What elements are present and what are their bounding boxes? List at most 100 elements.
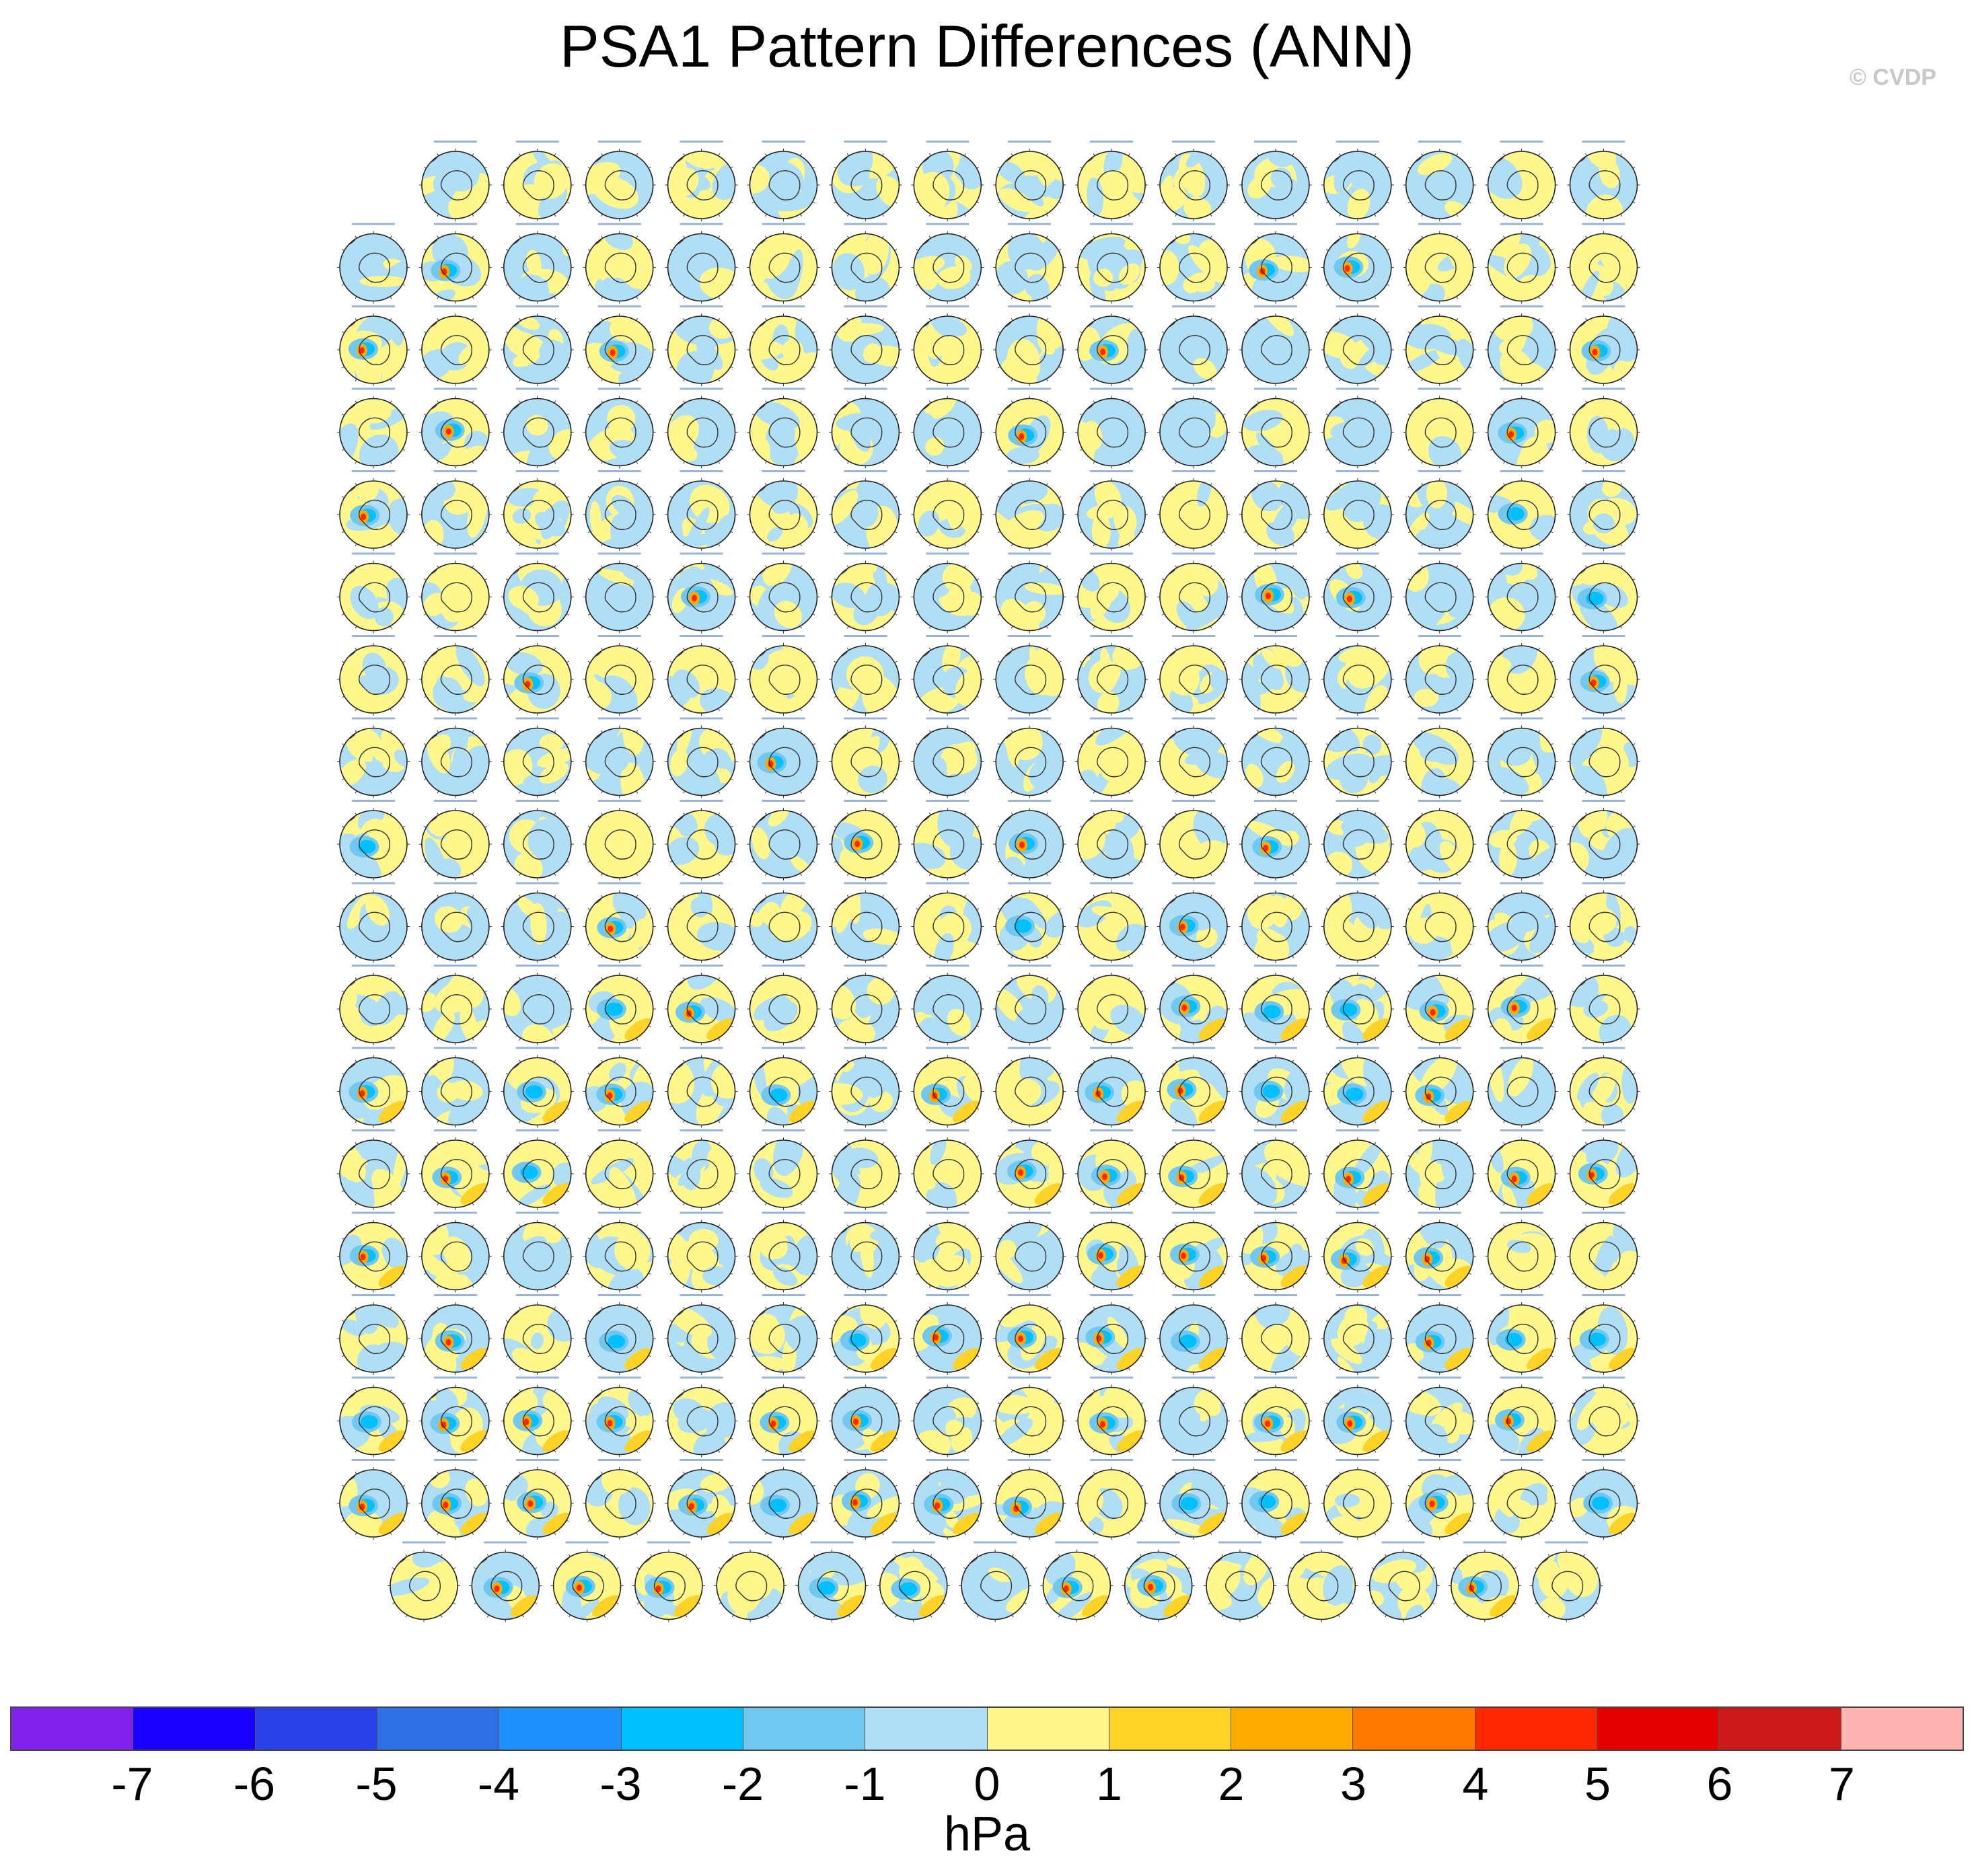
colorbar-tick-labels: -7 -6 -5 -4 -3 -2 -1 0 1 2 3 4 5 6 7 xyxy=(0,1757,1974,1811)
polar-map-panel xyxy=(1485,387,1558,469)
colorbar-tick-label: -7 xyxy=(111,1758,153,1810)
polar-map-panel xyxy=(501,1294,574,1375)
polar-map-panel xyxy=(337,1294,410,1375)
polar-map-panel xyxy=(1567,1376,1640,1458)
polar-map-panel xyxy=(829,552,902,634)
polar-map-panel xyxy=(665,1129,738,1210)
polar-map-panel xyxy=(418,882,492,963)
colorbar-box xyxy=(621,1708,743,1750)
polar-map-panel xyxy=(1485,552,1558,634)
polar-map-panel xyxy=(1567,552,1640,634)
polar-map-panel xyxy=(1075,1129,1148,1210)
polar-map-panel xyxy=(665,305,738,386)
polar-map-panel xyxy=(418,800,492,880)
colorbar-tick-label: -2 xyxy=(721,1758,764,1810)
polar-map-panel xyxy=(911,717,984,798)
colorbar-box xyxy=(1841,1708,1963,1750)
polar-map-panel xyxy=(583,1211,656,1293)
polar-map-panel xyxy=(665,1211,738,1293)
colorbar-box xyxy=(11,1708,134,1750)
polar-map-panel xyxy=(747,1211,820,1293)
polar-map-panel xyxy=(583,1459,656,1540)
polar-map-panel xyxy=(665,1459,738,1540)
polar-map-panel xyxy=(1075,1294,1148,1375)
polar-map-panel xyxy=(1366,1541,1440,1622)
polar-map-panel xyxy=(418,965,492,1045)
polar-map-panel xyxy=(1321,223,1394,304)
polar-map-panel xyxy=(1567,882,1640,963)
polar-map-panel xyxy=(418,1211,492,1293)
polar-map-panel xyxy=(583,1129,656,1210)
polar-map-panel xyxy=(1157,305,1230,386)
polar-map-panel xyxy=(583,305,656,386)
polar-map-panel xyxy=(550,1541,624,1622)
polar-map-panel xyxy=(1567,141,1640,221)
polar-map-panel xyxy=(1285,1541,1358,1622)
polar-map-panel xyxy=(1448,1541,1521,1622)
polar-map-panel xyxy=(1157,882,1230,963)
polar-map-panel xyxy=(1157,635,1230,716)
polar-map-panel xyxy=(911,552,984,634)
polar-map-panel xyxy=(1567,387,1640,469)
polar-map-panel xyxy=(665,1047,738,1128)
polar-map-panel xyxy=(1485,1376,1558,1458)
polar-map-panel xyxy=(993,800,1066,880)
polar-map-panel xyxy=(911,1376,984,1458)
polar-map-panel xyxy=(1485,223,1558,304)
polar-map-panel xyxy=(583,141,656,221)
polar-map-panel xyxy=(1075,223,1148,304)
polar-map-panel xyxy=(501,141,574,221)
polar-map-panel xyxy=(1403,635,1476,716)
polar-map-panel xyxy=(1321,1376,1394,1458)
polar-map-panel xyxy=(583,882,656,963)
colorbar-units: hPa xyxy=(943,1807,1031,1861)
polar-map-panel xyxy=(747,1459,820,1540)
polar-map-panel xyxy=(1075,387,1148,469)
polar-map-panel xyxy=(1567,1294,1640,1375)
polar-map-panel xyxy=(1567,1129,1640,1210)
polar-map-panel xyxy=(418,1047,492,1128)
polar-map-panel xyxy=(1485,1459,1558,1540)
polar-map-panel xyxy=(501,1047,574,1128)
polar-map-panel xyxy=(418,305,492,386)
polar-map-panel xyxy=(1403,717,1476,798)
polar-map-panel xyxy=(1485,800,1558,880)
polar-map-panel xyxy=(993,387,1066,469)
polar-map-panel xyxy=(1239,141,1312,221)
polar-map-panel xyxy=(747,141,820,221)
polar-map-panel xyxy=(665,223,738,304)
polar-map-panel xyxy=(1321,305,1394,386)
polar-map-panel xyxy=(1157,1211,1230,1293)
colorbar-box xyxy=(865,1708,988,1750)
polar-map-panel xyxy=(337,552,410,634)
polar-map-panel xyxy=(1075,470,1148,551)
polar-map-panel xyxy=(1075,1459,1148,1540)
chart-title: PSA1 Pattern Differences (ANN) xyxy=(560,13,1414,79)
polar-map-panel xyxy=(993,470,1066,551)
polar-map-panel xyxy=(1239,1376,1312,1458)
polar-map-panel xyxy=(829,717,902,798)
polar-map-panel xyxy=(1403,223,1476,304)
colorbar-box xyxy=(255,1708,377,1750)
polar-map-panel xyxy=(1157,387,1230,469)
polar-map-panel xyxy=(1239,635,1312,716)
polar-map-panel xyxy=(665,882,738,963)
polar-map-panel xyxy=(1321,552,1394,634)
polar-map-panel xyxy=(583,470,656,551)
polar-map-panel xyxy=(1403,1459,1476,1540)
polar-map-panel xyxy=(418,1376,492,1458)
polar-map-panel xyxy=(993,1211,1066,1293)
polar-map-panel xyxy=(1567,223,1640,304)
polar-map-panel xyxy=(583,965,656,1045)
polar-map-panel xyxy=(747,1294,820,1375)
polar-map-panel xyxy=(1239,1459,1312,1540)
polar-map-panel xyxy=(993,1129,1066,1210)
polar-map-panel xyxy=(665,1376,738,1458)
polar-map-panel xyxy=(1075,635,1148,716)
polar-map-panel xyxy=(583,717,656,798)
polar-map-panel xyxy=(747,387,820,469)
polar-map-panel xyxy=(418,1459,492,1540)
polar-map-panel xyxy=(1075,800,1148,880)
polar-map-panel xyxy=(747,882,820,963)
polar-map-panel xyxy=(1239,1294,1312,1375)
